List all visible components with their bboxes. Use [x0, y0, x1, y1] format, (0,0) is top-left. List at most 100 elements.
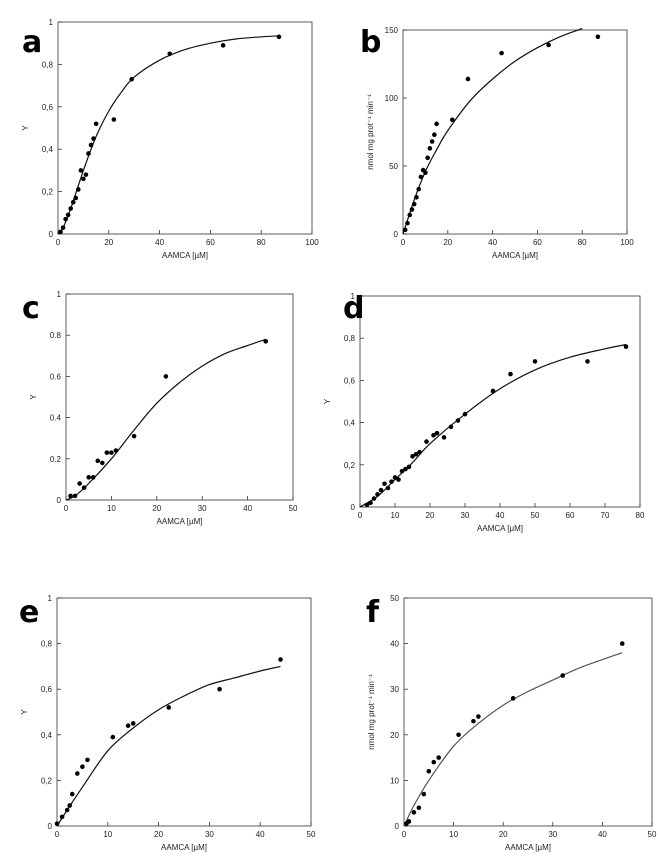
data-point	[619, 641, 625, 646]
data-point	[67, 803, 72, 808]
data-point	[78, 168, 84, 173]
data-point	[81, 176, 86, 182]
data-point	[72, 493, 78, 499]
data-point	[378, 487, 384, 493]
data-point	[263, 339, 269, 344]
x-tick-label: 80	[257, 238, 266, 247]
data-point	[59, 814, 65, 820]
x-tick-label: 50	[289, 504, 298, 513]
data-point	[75, 771, 80, 776]
chart-panel-b: 0 20 40 60 80 100 0 50 100 150 AAMCA [µM] nmol mg p…	[360, 25, 634, 260]
data-point	[416, 805, 422, 811]
data-point	[425, 155, 430, 161]
data-point	[402, 227, 408, 233]
y-tick-label: 0,6	[42, 103, 54, 112]
data-point	[434, 121, 439, 127]
x-tick-label: 80	[636, 511, 645, 520]
x-tick-label: 40	[496, 511, 505, 520]
y-axis-label: Y	[20, 709, 29, 715]
y-tick-label: 1	[48, 594, 53, 603]
data-point	[58, 229, 63, 235]
data-point	[410, 454, 415, 459]
y-tick-label: 0.8	[50, 331, 62, 340]
x-tick-label: 0	[55, 830, 60, 839]
data-point	[85, 757, 90, 763]
data-point	[100, 460, 105, 466]
data-point	[91, 136, 96, 141]
data-point	[490, 388, 496, 394]
panel-letter: e	[19, 595, 39, 630]
y-tick-label: 0.6	[50, 372, 62, 381]
data-point	[385, 485, 391, 491]
plot-frame	[402, 29, 628, 235]
data-point	[499, 50, 504, 56]
chart-panel-c: 0 10 20 30 40 50 0 0.2 0.4 0.6 0.8 1 AAMCA [µM] Yc	[22, 290, 298, 526]
y-axis-label: Y	[21, 125, 30, 131]
y-tick-label: 1	[57, 290, 62, 299]
plot-frame	[359, 295, 641, 508]
data-point	[130, 721, 136, 726]
y-tick-label: 0,6	[344, 376, 356, 385]
y-tick-label: 0.2	[50, 455, 62, 464]
data-point	[69, 791, 75, 797]
data-point	[77, 481, 82, 486]
x-tick-label: 40	[598, 830, 607, 839]
y-axis-label: nmol mg prot⁻¹ min⁻¹	[366, 94, 375, 170]
fit-curve	[57, 35, 280, 235]
data-point	[441, 435, 447, 440]
x-tick-label: 10	[103, 830, 112, 839]
y-tick-label: 50	[390, 594, 399, 603]
y-axis-label: nmol mg prot⁻¹ min⁻¹	[367, 674, 376, 750]
y-tick-label: 30	[390, 685, 399, 694]
data-point	[424, 439, 429, 444]
panel-letter: b	[360, 25, 381, 60]
data-point	[407, 212, 413, 218]
x-tick-label: 40	[155, 238, 164, 247]
x-tick-label: 0	[56, 238, 61, 247]
data-point	[60, 225, 66, 230]
data-point	[54, 821, 60, 827]
x-tick-label: 0	[402, 830, 407, 839]
data-point	[64, 807, 70, 813]
data-point	[399, 468, 405, 474]
data-point	[471, 718, 476, 724]
data-point	[217, 686, 222, 692]
panel-letter: a	[22, 25, 42, 60]
chart-panel-f: 0 10 20 30 40 50 0 10 20 30 40 50 AAMCA [µM] nmol mg …	[366, 594, 657, 852]
data-point	[432, 132, 437, 138]
data-point	[455, 418, 461, 423]
data-point	[510, 696, 516, 701]
data-point	[88, 142, 94, 148]
chart-panel-d: 0 10 20 30 40 50 60 70 80 0 0,2 0,4 0,6 0,8 1 AAMCA [µM…	[323, 291, 645, 533]
data-point	[163, 374, 169, 379]
fit-curve	[56, 665, 281, 827]
x-tick-label: 100	[620, 238, 634, 247]
data-point	[83, 172, 89, 177]
data-point	[406, 464, 412, 470]
data-point	[406, 819, 412, 824]
data-point	[434, 430, 440, 436]
x-tick-label: 30	[205, 830, 214, 839]
y-tick-label: 1	[351, 292, 356, 301]
x-tick-label: 0	[401, 238, 406, 247]
data-point	[95, 458, 101, 464]
plot-frame	[65, 293, 294, 501]
data-point	[396, 477, 401, 482]
x-tick-label: 30	[198, 504, 207, 513]
data-point	[375, 492, 380, 497]
x-tick-label: 20	[152, 504, 161, 513]
data-point	[436, 755, 442, 760]
data-point	[129, 76, 134, 82]
data-point	[421, 791, 427, 797]
data-point	[456, 732, 461, 738]
data-point	[76, 187, 81, 192]
data-point	[73, 195, 79, 201]
y-tick-label: 0	[49, 230, 54, 239]
data-point	[426, 768, 432, 774]
data-point	[113, 448, 119, 453]
x-tick-label: 10	[449, 830, 458, 839]
data-point	[131, 433, 137, 439]
data-point	[111, 117, 117, 122]
fit-curve	[403, 652, 623, 827]
data-point	[585, 359, 590, 364]
